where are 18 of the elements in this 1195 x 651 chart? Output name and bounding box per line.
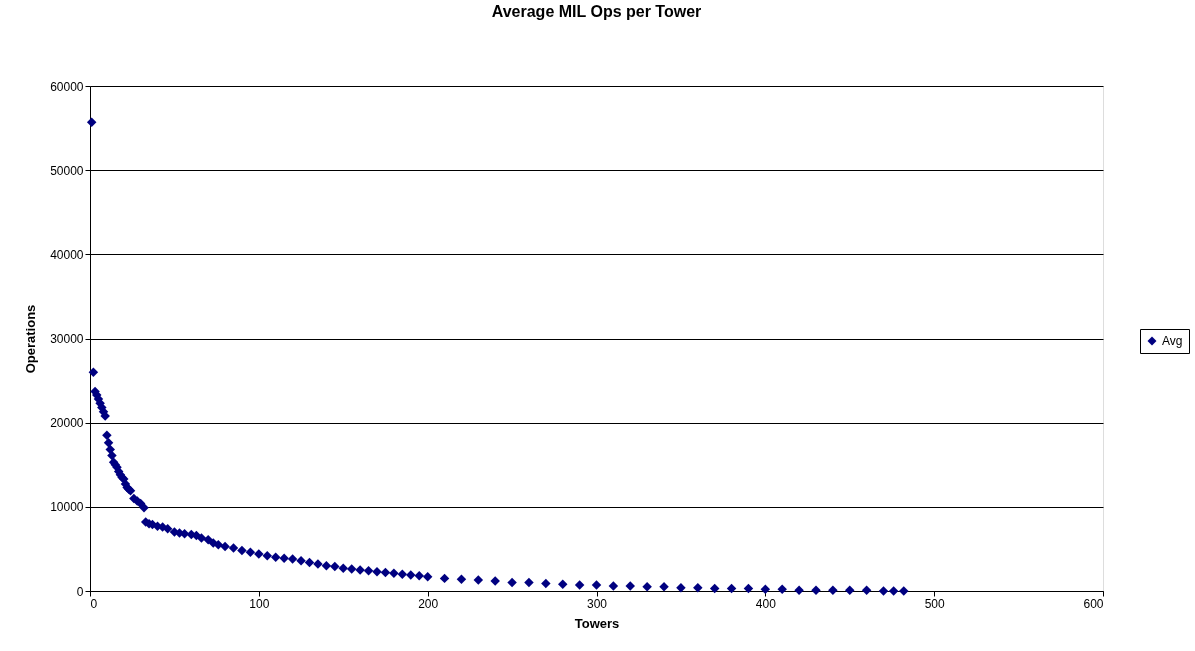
y-tick-label: 50000 bbox=[50, 163, 84, 178]
y-tick-label: 10000 bbox=[50, 500, 84, 515]
x-tick-label: 100 bbox=[249, 596, 270, 611]
chart-title: Average MIL Ops per Tower bbox=[491, 3, 702, 20]
x-tick-label: 600 bbox=[1083, 596, 1104, 611]
y-axis-title: Operations bbox=[23, 304, 39, 374]
legend-label: Avg bbox=[1162, 334, 1183, 348]
x-tick-label: 0 bbox=[90, 596, 98, 611]
x-tick-label: 300 bbox=[586, 596, 608, 611]
x-tick-label: 500 bbox=[924, 596, 945, 611]
y-tick-label: 40000 bbox=[50, 247, 84, 262]
x-tick-label: 400 bbox=[755, 596, 777, 611]
y-tick-label: 20000 bbox=[50, 416, 84, 431]
y-tick-label: 0 bbox=[76, 584, 84, 599]
y-tick-label: 30000 bbox=[50, 332, 84, 346]
y-tick-label: 60000 bbox=[50, 79, 84, 94]
x-tick-label: 200 bbox=[418, 596, 439, 611]
x-axis-title: Towers bbox=[574, 615, 620, 631]
